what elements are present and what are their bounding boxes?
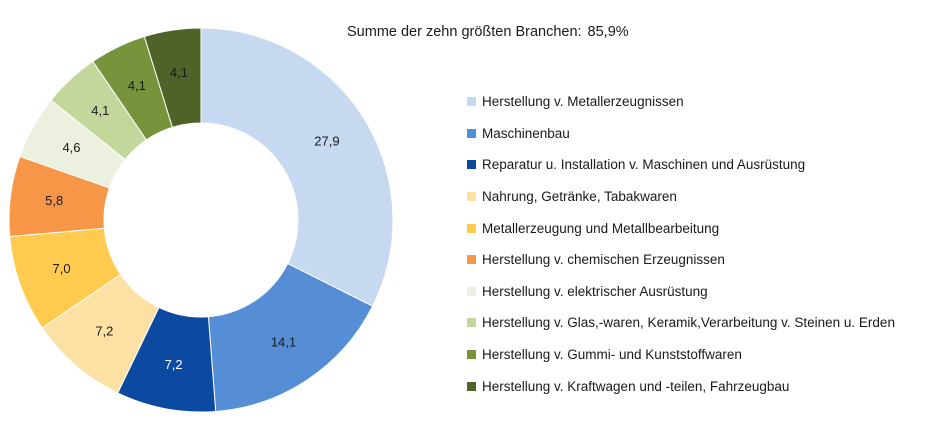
- donut-slices: [8, 27, 394, 413]
- legend-item: Herstellung v. Kraftwagen und -teilen, F…: [467, 370, 895, 402]
- donut-slice: [143, 27, 202, 128]
- slice-value-label: 7,2: [95, 324, 113, 339]
- legend-label: Herstellung v. Gummi- und Kunststoffware…: [482, 347, 742, 363]
- summary-value: 85,9%: [587, 24, 629, 40]
- summary-text: Summe der zehn größten Branchen: 85,9%: [347, 24, 629, 40]
- legend-label: Herstellung v. Kraftwagen und -teilen, F…: [482, 378, 790, 394]
- legend-label: Herstellung v. elektrischer Ausrüstung: [482, 283, 708, 299]
- summary-label: Summe der zehn größten Branchen:: [347, 24, 582, 40]
- legend-item: Herstellung v. Gummi- und Kunststoffware…: [467, 339, 895, 371]
- legend-item: Herstellung v. chemischen Erzeugnissen: [467, 244, 895, 276]
- legend-swatch: [467, 286, 476, 296]
- donut-slice: [207, 262, 374, 412]
- legend-label: Metallerzeugung und Metallbearbeitung: [482, 220, 720, 236]
- legend-label: Reparatur u. Installation v. Maschinen u…: [482, 157, 806, 173]
- slice-value-label: 4,1: [170, 65, 188, 80]
- legend-label: Herstellung v. Metallerzeugnissen: [482, 94, 684, 110]
- legend-label: Herstellung v. chemischen Erzeugnissen: [482, 252, 725, 268]
- legend-item: Nahrung, Getränke, Tabakwaren: [467, 181, 895, 213]
- slice-value-label: 14,1: [271, 334, 296, 349]
- legend-swatch: [467, 192, 476, 202]
- slice-value-label: 7,2: [165, 357, 183, 372]
- donut-slice: [200, 27, 394, 307]
- legend-swatch: [467, 255, 476, 265]
- legend-swatch: [467, 128, 476, 138]
- slice-value-label: 7,0: [52, 261, 70, 276]
- slice-value-label: 27,9: [314, 134, 339, 149]
- legend-item: Herstellung v. Metallerzeugnissen: [467, 86, 895, 118]
- legend-swatch: [467, 381, 476, 391]
- legend-label: Nahrung, Getränke, Tabakwaren: [482, 189, 677, 205]
- slice-value-label: 5,8: [45, 193, 63, 208]
- donut-value-labels: 27,9 14,1 7,2 7,2 7,0 5,8 4,6 4,1 4,1 4,1: [45, 65, 339, 372]
- legend-swatch: [467, 350, 476, 360]
- legend-swatch: [467, 318, 476, 328]
- slice-value-label: 4,1: [128, 78, 146, 93]
- legend-label: Maschinenbau: [482, 125, 570, 141]
- slice-value-label: 4,6: [62, 140, 80, 155]
- legend-item: Metallerzeugung und Metallbearbeitung: [467, 212, 895, 244]
- legend-swatch: [467, 160, 476, 170]
- legend-swatch: [467, 97, 476, 107]
- legend-item: Herstellung v. Glas,-waren, Keramik,Vera…: [467, 307, 895, 339]
- legend-label: Herstellung v. Glas,-waren, Keramik,Vera…: [482, 315, 895, 331]
- legend-swatch: [467, 223, 476, 233]
- chart-legend: Herstellung v. Metallerzeugnissen Maschin…: [467, 86, 895, 402]
- slice-value-label: 4,1: [91, 103, 109, 118]
- legend-item: Maschinenbau: [467, 118, 895, 150]
- legend-item: Reparatur u. Installation v. Maschinen u…: [467, 149, 895, 181]
- legend-item: Herstellung v. elektrischer Ausrüstung: [467, 276, 895, 308]
